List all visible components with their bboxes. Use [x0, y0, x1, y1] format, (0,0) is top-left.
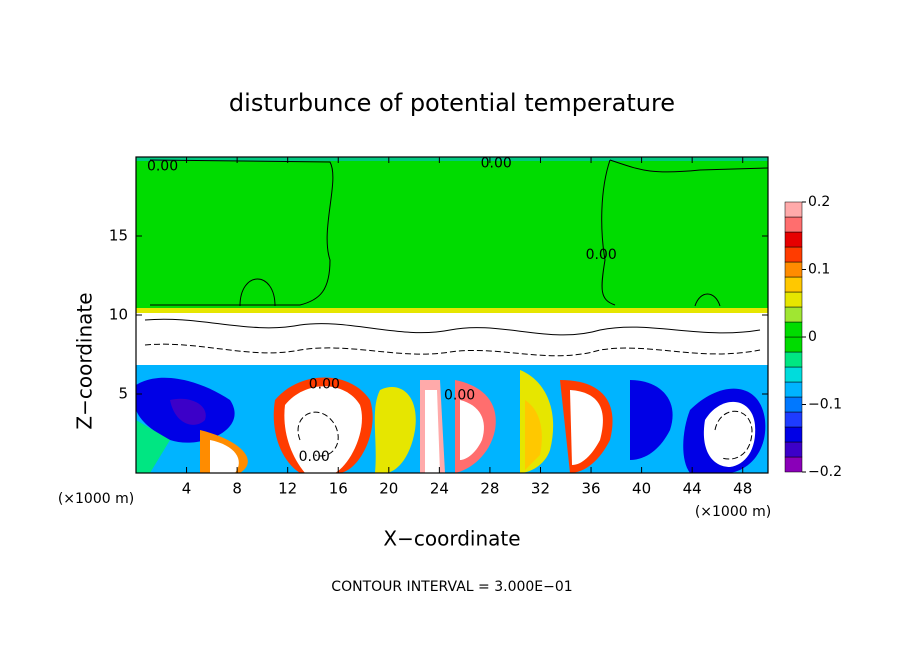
contour-label: 0.00: [481, 155, 512, 171]
contour-label: 0.00: [444, 388, 475, 404]
x-tick-label: 8: [232, 480, 242, 498]
x-tick-label: 24: [430, 480, 449, 498]
colorbar-tick-label: 0.1: [808, 262, 830, 278]
x-tick-label: 16: [329, 480, 348, 498]
y-tick-label: 15: [109, 227, 128, 245]
colorbar-swatch: [784, 411, 803, 428]
colorbar-swatch: [784, 321, 803, 338]
colorbar-swatch: [784, 456, 803, 473]
x-tick-label: 32: [531, 480, 550, 498]
colorbar-swatch: [784, 426, 803, 443]
contour-label: 0.00: [299, 449, 330, 465]
colorbar-swatch: [784, 306, 803, 323]
x-axis-label: X−coordinate: [383, 527, 520, 551]
x-tick-label: 4: [182, 480, 192, 498]
footer-note: CONTOUR INTERVAL = 3.000E−01: [331, 579, 572, 595]
contour-label: 0.00: [147, 158, 178, 174]
colorbar-swatch: [784, 261, 803, 278]
x-tick-label: 28: [480, 480, 499, 498]
colorbar-tick-label: −0.2: [808, 464, 842, 480]
contour-label: 0.00: [309, 377, 340, 393]
colorbar-swatch: [784, 336, 803, 353]
colorbar-swatch: [784, 351, 803, 368]
x-unit-label: (×1000 m): [58, 491, 134, 507]
colorbar-tick-label: 0: [808, 329, 817, 345]
y-axis-label: Z−coordinate: [73, 292, 97, 429]
x-tick-label: 12: [278, 480, 297, 498]
x-tick-label: 20: [379, 480, 398, 498]
colorbar-swatch: [784, 441, 803, 458]
x-tick-label: 44: [683, 480, 702, 498]
chart-title: disturbunce of potential temperature: [229, 89, 675, 117]
x-tick-label: 48: [733, 480, 752, 498]
contour-label: 0.00: [586, 247, 617, 263]
field: [135, 156, 769, 474]
colorbar-tick-label: −0.1: [808, 397, 842, 413]
colorbar-swatch: [784, 381, 803, 398]
x-unit-label: (×1000 m): [695, 504, 771, 520]
y-tick-label: 10: [109, 306, 128, 324]
x-tick-label: 36: [581, 480, 600, 498]
colorbar-swatch: [784, 201, 803, 218]
x-tick-label: 40: [632, 480, 651, 498]
y-tick-label: 5: [118, 385, 128, 403]
colorbar-swatch: [784, 276, 803, 293]
colorbar-swatch: [784, 291, 803, 308]
colorbar-swatch: [784, 231, 803, 248]
colorbar-swatch: [784, 366, 803, 383]
colorbar-swatch: [784, 396, 803, 413]
colorbar-swatch: [784, 246, 803, 263]
colorbar-swatch: [784, 216, 803, 233]
colorbar-tick-label: 0.2: [808, 194, 830, 210]
